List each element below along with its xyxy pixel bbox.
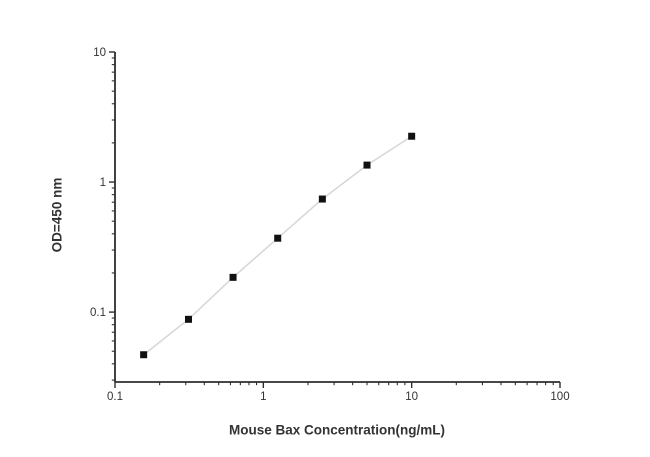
y-axis-title: OD=450 nm bbox=[49, 177, 65, 253]
y-tick-label: 0.1 bbox=[90, 307, 106, 319]
data-point-marker bbox=[363, 161, 371, 169]
x-tick-label: 10 bbox=[405, 391, 418, 403]
data-point-marker bbox=[185, 315, 193, 323]
data-point-marker bbox=[274, 234, 282, 242]
x-tick-label: 0.1 bbox=[107, 391, 123, 403]
x-tick-label: 100 bbox=[550, 391, 569, 403]
x-tick-label: 1 bbox=[260, 391, 266, 403]
y-tick-label: 10 bbox=[93, 47, 106, 59]
y-tick-label: 1 bbox=[100, 177, 106, 189]
x-axis-title: Mouse Bax Concentration(ng/mL) bbox=[228, 422, 446, 438]
data-point-marker bbox=[408, 132, 416, 140]
data-point-marker bbox=[229, 273, 237, 281]
series-line bbox=[143, 135, 413, 356]
data-point-marker bbox=[318, 195, 326, 203]
data-point-marker bbox=[140, 351, 148, 359]
